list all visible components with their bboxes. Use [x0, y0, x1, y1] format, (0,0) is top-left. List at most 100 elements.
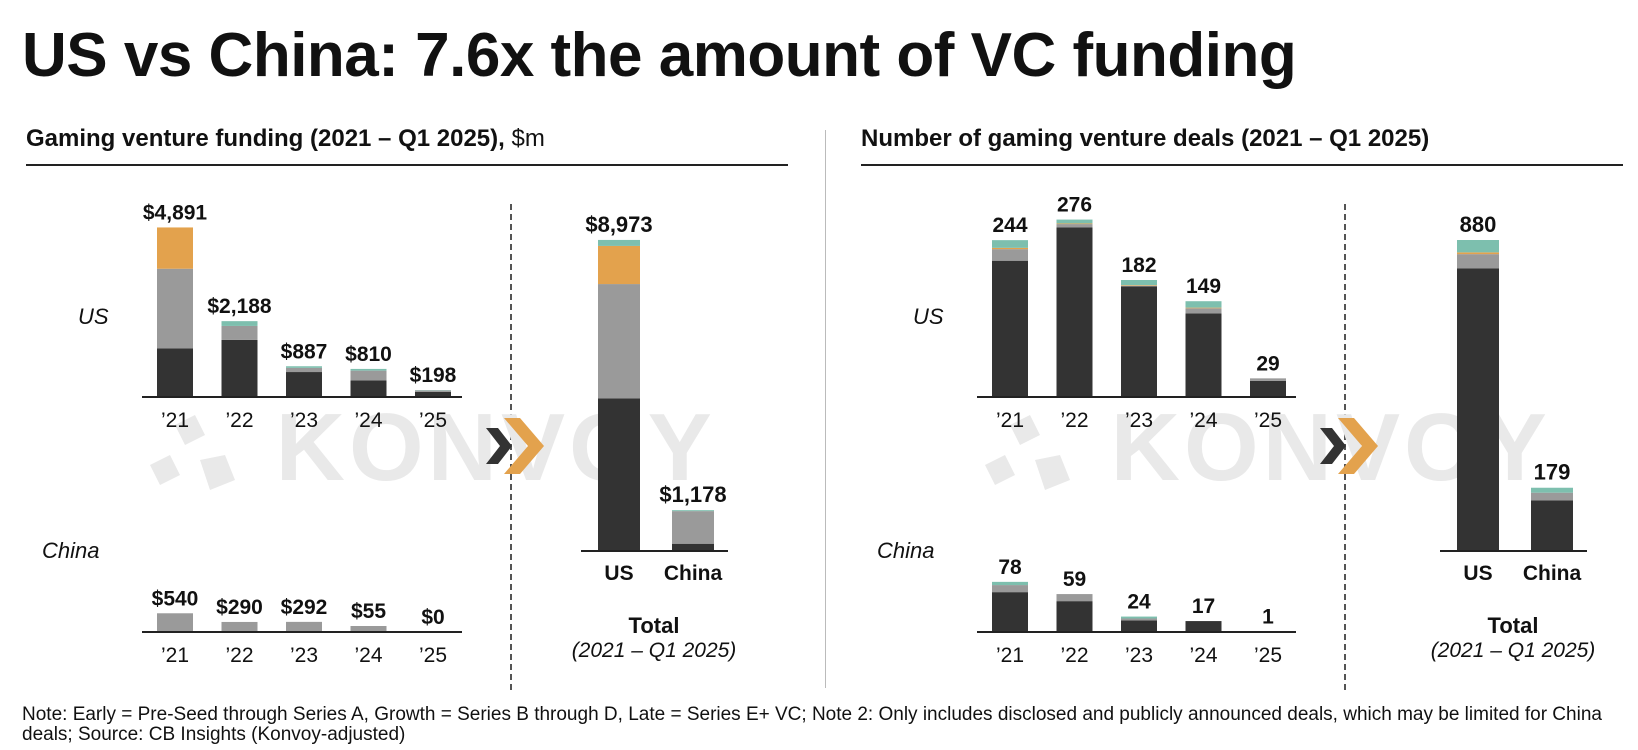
- deals-china-bar-early-3: [1185, 621, 1222, 632]
- deals-us-bar-early-3: [1185, 313, 1222, 397]
- funding-us-bar-early-4: [415, 391, 451, 397]
- funding-us-bar-vc_other-3: [350, 368, 387, 371]
- deals-china-bar-growth-0: [992, 585, 1028, 593]
- funding-us-tick-label: ’22: [225, 409, 253, 432]
- deals-total-subtitle: (2021 – Q1 2025): [1430, 639, 1596, 662]
- funding-us-bar-growth-0: [157, 268, 193, 349]
- funding-total-bar-growth-0: [598, 284, 640, 399]
- deals-us-bar-vc_other-0: [992, 240, 1028, 248]
- deals-china-tick-label: ’24: [1189, 644, 1217, 667]
- deals-total-tick-label: US: [1463, 562, 1492, 585]
- deals-us-bar-early-0: [992, 260, 1028, 397]
- deals-china-bar-growth-1: [1056, 594, 1093, 602]
- deals-us-bar-vc_other-3: [1185, 301, 1222, 308]
- deals-total-chart: 880 US 179 China: [1440, 212, 1587, 585]
- deals-us-bar-growth-4: [1250, 378, 1286, 381]
- funding-china-data-label: $292: [281, 596, 328, 619]
- funding-us-bar-growth-1: [221, 325, 258, 340]
- funding-us-tick-label: ’25: [419, 409, 447, 432]
- deals-total-bar-vc_other-1: [1531, 487, 1573, 493]
- deals-us-bar-late-0: [992, 247, 1028, 250]
- funding-us-tick-label: ’21: [161, 409, 189, 432]
- funding-china-data-label: $55: [351, 600, 386, 623]
- deals-china-data-label: 1: [1262, 605, 1274, 628]
- watermark-logo-icon: [985, 414, 1070, 490]
- funding-us-bar-early-2: [286, 372, 322, 397]
- deals-total-label: Total: [1487, 613, 1539, 638]
- deals-us-bar-vc_other-2: [1121, 280, 1157, 286]
- deals-total-tick-label: China: [1523, 562, 1582, 585]
- deals-china-bar-early-2: [1121, 620, 1157, 632]
- funding-china-tick-label: ’24: [354, 644, 382, 667]
- funding-china-bar-growth-1: [221, 621, 258, 632]
- deals-us-data-label: 276: [1057, 194, 1092, 217]
- funding-us-tick-label: ’23: [290, 409, 318, 432]
- funding-us-data-label: $198: [410, 364, 457, 387]
- deals-us-tick-label: ’25: [1254, 409, 1282, 432]
- funding-row-label-china: China: [42, 538, 100, 563]
- deals-china-bar-early-1: [1056, 601, 1093, 632]
- deals-china-data-label: 59: [1063, 568, 1086, 591]
- funding-us-data-label: $810: [345, 343, 392, 366]
- funding-us-bar-growth-2: [286, 367, 322, 373]
- funding-us-bar-growth-3: [350, 370, 387, 381]
- funding-us-bar-vc_other-2: [286, 366, 322, 368]
- funding-us-chart: $4,891 ’21 $2,188 ’22 $887 ’23 $810 ’24 $198 ’25: [142, 201, 462, 432]
- funding-total-subtitle: (2021 – Q1 2025): [571, 639, 737, 662]
- funding-total-bar-early-1: [672, 543, 714, 551]
- funding-title-unit: $m: [511, 125, 545, 152]
- footnote: Note: Early = Pre-Seed through Series A,…: [22, 704, 1602, 745]
- funding-china-tick-label: ’25: [419, 644, 447, 667]
- funding-chevron-arrow-icon: [486, 418, 544, 474]
- funding-us-data-label: $4,891: [143, 201, 208, 224]
- deals-us-tick-label: ’21: [996, 409, 1024, 432]
- deals-us-bar-growth-0: [992, 249, 1028, 261]
- funding-china-data-label: $290: [216, 596, 263, 619]
- funding-total-bar-growth-1: [672, 511, 714, 544]
- funding-china-bar-growth-2: [286, 621, 322, 632]
- funding-total-tick-label: China: [664, 562, 723, 585]
- deals-china-tick-label: ’22: [1060, 644, 1088, 667]
- deals-china-bar-growth-2: [1121, 618, 1157, 621]
- deals-panel-title: Number of gaming venture deals (2021 – Q…: [861, 125, 1430, 152]
- deals-china-data-label: 17: [1192, 595, 1215, 618]
- funding-total-label: Total: [628, 613, 680, 638]
- funding-total-tick-label: US: [604, 562, 633, 585]
- funding-china-tick-label: ’21: [161, 644, 189, 667]
- funding-us-bar-early-1: [221, 339, 258, 397]
- funding-total-bar-late-0: [598, 245, 640, 285]
- deals-us-data-label: 182: [1121, 254, 1156, 277]
- funding-china-data-label: $540: [152, 587, 199, 610]
- deals-us-bar-early-2: [1121, 286, 1157, 397]
- deals-total-bar-growth-1: [1531, 492, 1573, 501]
- deals-total-bar-late-0: [1457, 252, 1499, 255]
- deals-row-label-china: China: [877, 538, 935, 563]
- deals-us-bar-growth-3: [1185, 308, 1222, 314]
- funding-total-data-label: $8,973: [585, 212, 652, 237]
- deals-us-chart: 244 ’21 276 ’22 182 ’23 149 ’24 29 ’25: [977, 194, 1296, 432]
- deals-total-bar-vc_other-0: [1457, 240, 1499, 253]
- funding-total-bar-vc_other-0: [598, 239, 640, 246]
- deals-us-bar-late-1: [1056, 223, 1093, 225]
- funding-us-bar-vc_other-1: [221, 321, 258, 326]
- page-title: US vs China: 7.6x the amount of VC fundi…: [22, 21, 1297, 90]
- deals-total-bar-growth-0: [1457, 254, 1499, 269]
- funding-us-data-label: $2,188: [207, 295, 272, 318]
- deals-us-data-label: 149: [1186, 275, 1221, 298]
- deals-row-label-us: US: [913, 304, 944, 329]
- funding-panel-title: Gaming venture funding (2021 – Q1 2025),…: [26, 124, 545, 154]
- funding-us-data-label: $887: [281, 340, 328, 363]
- deals-china-bar-vc_other-0: [992, 581, 1028, 586]
- funding-china-bar-growth-3: [350, 626, 387, 632]
- funding-china-data-label: $0: [421, 606, 444, 629]
- panel-divider: [825, 130, 826, 688]
- funding-us-bar-early-3: [350, 380, 387, 397]
- deals-us-tick-label: ’24: [1189, 409, 1217, 432]
- deals-us-bar-early-4: [1250, 380, 1286, 397]
- funding-us-bar-late-0: [157, 227, 193, 269]
- funding-us-bar-growth-4: [415, 390, 451, 392]
- deals-china-tick-label: ’21: [996, 644, 1024, 667]
- deals-us-tick-label: ’22: [1060, 409, 1088, 432]
- deals-total-bar-early-0: [1457, 268, 1499, 551]
- deals-china-bar-vc_other-2: [1121, 616, 1157, 619]
